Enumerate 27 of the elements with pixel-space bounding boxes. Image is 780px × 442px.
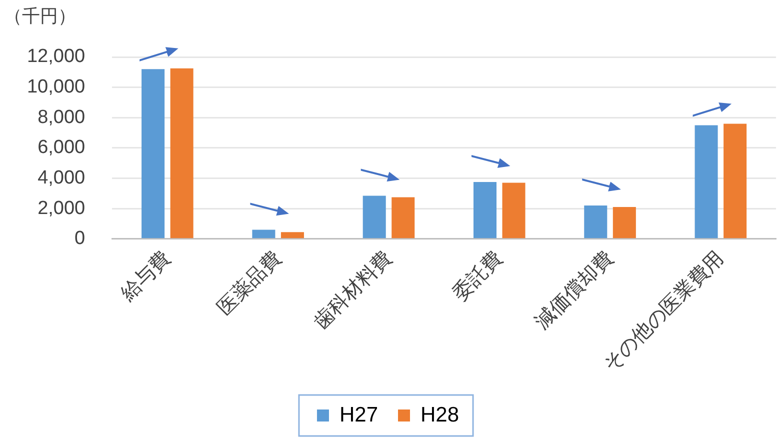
bar — [392, 197, 415, 238]
y-tick-label: 10,000 — [26, 76, 86, 98]
legend-label: H27 — [339, 403, 378, 426]
bar — [142, 69, 165, 238]
bar — [612, 207, 636, 238]
bar — [362, 196, 386, 238]
y-tick-label: 4,000 — [38, 167, 86, 188]
bar — [170, 68, 194, 238]
bar — [584, 206, 608, 238]
x-tick-label: 給与費 — [116, 247, 175, 306]
bar — [724, 124, 747, 238]
legend-label: H28 — [420, 403, 460, 426]
bar — [694, 125, 718, 238]
x-tick-label: 歯科材料費 — [310, 247, 396, 334]
bar — [252, 230, 276, 238]
y-tick-label: 2,000 — [38, 198, 86, 219]
x-tick-label: 減価償却費 — [531, 247, 618, 334]
y-tick-label: 0 — [74, 228, 86, 250]
y-tick-label: 12,000 — [26, 46, 86, 68]
y-tick-label: 8,000 — [38, 106, 86, 128]
y-axis-title: （千円） — [4, 6, 76, 26]
bar — [280, 232, 304, 238]
x-tick-label: 医薬品費 — [213, 247, 286, 320]
x-tick-label: 委託費 — [448, 247, 507, 306]
bar — [473, 182, 497, 238]
bar — [502, 182, 526, 238]
y-tick-label: 6,000 — [38, 137, 86, 158]
